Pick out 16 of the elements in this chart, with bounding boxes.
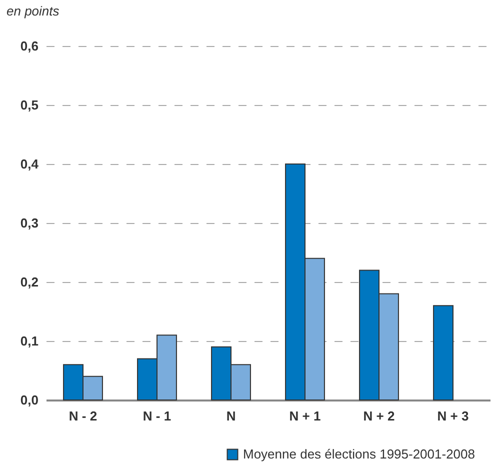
bar — [433, 305, 454, 400]
x-tick-label: N - 1 — [142, 408, 172, 424]
y-axis-title: en points — [6, 4, 60, 18]
x-tick-label: N — [226, 408, 236, 424]
y-tick-label: 0,1 — [20, 334, 38, 348]
x-tick-label: N + 1 — [289, 408, 321, 424]
y-tick-label: 0,4 — [20, 156, 40, 172]
legend-label: Moyenne des élections 1995-2001-2008 — [243, 446, 476, 462]
y-tick-label: 0,2 — [20, 274, 38, 290]
y-tick-label: 0,3 — [20, 216, 38, 230]
x-tick-label: N - 2 — [68, 408, 98, 424]
x-tick-label: N + 3 — [437, 408, 469, 424]
y-tick-label: 0,6 — [20, 38, 38, 54]
y-tick-label: 0,0 — [20, 392, 38, 408]
x-tick-label: N + 2 — [363, 408, 395, 424]
y-tick-label: 0,5 — [20, 98, 38, 112]
